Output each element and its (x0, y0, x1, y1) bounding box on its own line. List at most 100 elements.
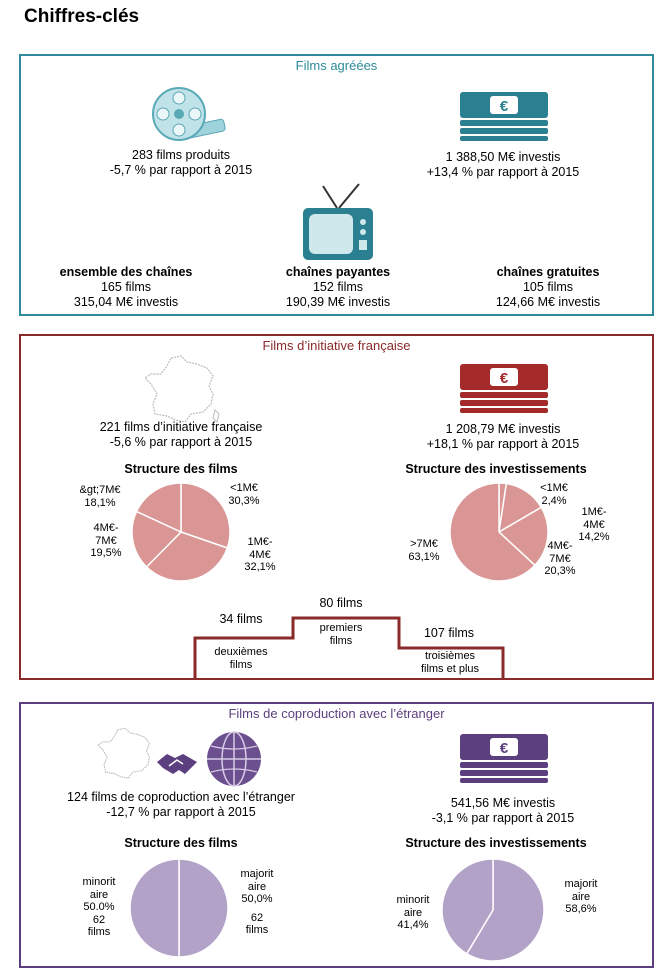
panel-films-agrees: Films agréées 283 films produits -5,7 % … (19, 54, 654, 316)
podium-second-count: 34 films (219, 612, 263, 626)
panel-coproduction: Films de coproduction avec l’étranger 12… (19, 702, 654, 968)
channel-films: 165 films (100, 280, 152, 294)
film-reel-icon (152, 87, 226, 141)
label-text: aire (571, 890, 591, 903)
label-text: minorit (82, 876, 116, 888)
label-text: films (229, 658, 253, 671)
panel-title: Films d’initiative française (262, 338, 411, 353)
pie-slice-4m-7m- (131, 510, 183, 568)
svg-text:€: € (500, 370, 509, 387)
label-minoritaire: minorit aire 41,4% (385, 894, 441, 932)
invest-change: -3,1 % par rapport à 2015 (431, 811, 575, 825)
invest-amount: 1 208,79 M€ investis (445, 422, 561, 436)
investissement-initiative: 1 208,79 M€ investis +18,1 % par rapport… (403, 422, 603, 452)
label-text: troisièmes (424, 650, 476, 662)
label-minoritaire: minorit aire 50.0% 62 films (71, 876, 127, 939)
label-text: aire (403, 906, 423, 919)
label-value: 20,3% (544, 565, 576, 577)
label-text: deuxièmes (214, 646, 268, 658)
invest-change: +18,1 % par rapport à 2015 (426, 437, 580, 451)
channel-name: chaînes gratuites (496, 265, 600, 279)
label-text: 4M€- (93, 522, 119, 534)
label-value: 58,6% (565, 903, 597, 915)
films-change: -5,7 % par rapport à 2015 (109, 163, 253, 177)
label-1-4: 1M€- 4M€ 32,1% (237, 536, 283, 574)
label-text: films (329, 634, 353, 647)
label-text: 1M€- (581, 506, 607, 518)
label-text: films (87, 926, 111, 938)
page-title: Chiffres-clés (24, 6, 140, 27)
pie-chart-invest (449, 482, 549, 582)
invest-change: +13,4 % par rapport à 2015 (426, 165, 580, 179)
globe-icon (207, 731, 261, 787)
svg-text:€: € (500, 740, 509, 757)
label-value: 2,4% (541, 494, 567, 507)
investissement-total: 1 388,50 M€ investis +13,4 % par rapport… (403, 150, 603, 180)
label-text: majorit (564, 878, 598, 890)
label-text: &gt;7M€ (79, 484, 121, 496)
label-value: 62 (92, 913, 106, 926)
television-icon (303, 183, 373, 260)
label-value: 18,1% (84, 496, 116, 509)
channel-name: ensemble des chaînes (59, 265, 193, 279)
france-map-icon (144, 355, 220, 423)
label-gt7: >7M€ 63,1% (399, 538, 449, 563)
structure-films-title: Structure des films (124, 462, 238, 476)
label-text: aire (247, 880, 267, 893)
label-value: 62 (250, 911, 264, 924)
films-count: 124 films de coproduction avec l’étrange… (67, 790, 295, 804)
investissement-coproduction: 541,56 M€ investis -3,1 % par rapport à … (403, 796, 603, 826)
pie-slice-1m-4m- (145, 531, 229, 582)
label-text: 1M€- (247, 536, 273, 548)
label-text: films (245, 924, 269, 936)
channel-name: chaînes payantes (285, 265, 391, 279)
channel-invest: 124,66 M€ investis (495, 295, 601, 309)
structure-invest-title: Structure des investissements (405, 462, 587, 476)
label-text: <1M€ (540, 482, 568, 494)
channel-payantes: chaînes payantes 152 films 190,39 M€ inv… (243, 265, 433, 310)
films-initiative: 221 films d’initiative française -5,6 % … (71, 420, 291, 450)
label-value: 63,1% (408, 550, 440, 563)
pie-slice-majoritaire (178, 858, 229, 958)
films-count: 283 films produits (132, 148, 230, 162)
structure-invest-title: Structure des investissements (405, 836, 587, 850)
podium-chart (193, 616, 505, 678)
label-text: premiers (319, 622, 363, 634)
panel-title: Films agréées (295, 58, 378, 73)
panel-initiative-francaise: Films d’initiative française 221 films d… (19, 334, 654, 680)
channel-invest: 190,39 M€ investis (285, 295, 391, 309)
pie-slice--7m- (449, 482, 536, 582)
handshake-icon (157, 754, 197, 774)
label-majoritaire: majorit aire 50,0% 62 films (229, 868, 285, 937)
channel-invest: 315,04 M€ investis (73, 295, 179, 309)
pie-chart-films (129, 858, 229, 958)
channel-ensemble: ensemble des chaînes 165 films 315,04 M€… (31, 265, 221, 310)
label-text: films et plus (420, 662, 480, 675)
pie-slice--7m- (135, 482, 182, 534)
podium-second-label: deuxièmes films (201, 646, 281, 671)
france-map-icon (97, 727, 151, 779)
label-4-7: 4M€- 7M€ 20,3% (537, 540, 583, 578)
label-1-4: 1M€- 4M€ 14,2% (571, 506, 617, 544)
channel-gratuites: chaînes gratuites 105 films 124,66 M€ in… (453, 265, 643, 310)
label-text: 4M€ (583, 518, 605, 531)
label-4-7: 4M€- 7M€ 19,5% (83, 522, 129, 560)
label-gt7: &gt;7M€ 18,1% (77, 484, 123, 509)
films-change: -12,7 % par rapport à 2015 (106, 805, 256, 819)
films-change: -5,6 % par rapport à 2015 (109, 435, 253, 449)
label-text: minorit (396, 894, 430, 906)
podium-first-count: 80 films (319, 596, 363, 610)
pie-slice-minoritaire (129, 858, 180, 958)
label-text: majorit (240, 868, 274, 880)
label-text: 7M€ (549, 552, 571, 565)
panel-title: Films de coproduction avec l’étranger (228, 706, 445, 721)
label-majoritaire: majorit aire 58,6% (553, 878, 609, 916)
invest-amount: 541,56 M€ investis (450, 796, 556, 810)
pie-slice-minoritaire (441, 858, 494, 955)
euro-banknote-icon: € (460, 364, 548, 413)
label-text: 4M€ (249, 548, 271, 561)
films-produits: 283 films produits -5,7 % par rapport à … (81, 148, 281, 178)
label-text: 7M€ (95, 534, 117, 547)
label-value: 41,4% (397, 919, 429, 931)
label-lt1: <1M€ 30,3% (221, 482, 267, 507)
